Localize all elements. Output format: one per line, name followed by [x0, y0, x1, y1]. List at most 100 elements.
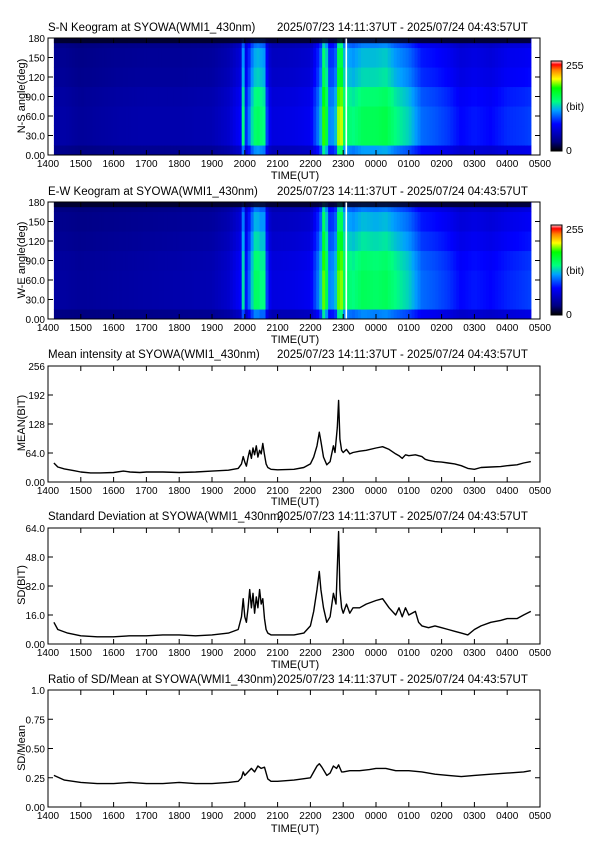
keogram-cell [173, 289, 177, 310]
keogram-cell [244, 270, 249, 291]
keogram-cell [334, 270, 338, 291]
keogram-cell [161, 106, 165, 127]
x-tick-label: 1700 [135, 811, 158, 822]
x-tick-label: 0500 [529, 648, 552, 659]
keogram-cell [244, 145, 249, 156]
keogram-cell [247, 309, 252, 320]
keogram-cell [444, 211, 448, 232]
keogram-cell [68, 47, 73, 68]
keogram-cell [328, 289, 332, 310]
panel-title: S-N Keogram at SYOWA(WMI1_430nm) [48, 22, 255, 34]
keogram-cell [450, 67, 454, 88]
keogram-cell [447, 86, 451, 107]
keogram-cell [149, 231, 153, 252]
keogram-cell [277, 231, 282, 252]
keogram-cell [199, 145, 204, 156]
y-tick-label: 0.00 [26, 478, 46, 489]
keogram-cell [137, 289, 141, 310]
keogram-cell [307, 270, 311, 291]
keogram-cell [146, 289, 150, 310]
keogram-cell [295, 86, 299, 107]
keogram-cell [220, 47, 225, 68]
keogram-cell [462, 211, 466, 232]
keogram-cell [399, 309, 404, 320]
keogram-cell [498, 211, 502, 232]
keogram-cell [471, 106, 475, 127]
keogram-cell [408, 289, 413, 310]
keogram-cell [235, 231, 240, 252]
keogram-cell [283, 211, 287, 232]
keogram-cell [241, 67, 246, 88]
keogram-cell [122, 106, 127, 127]
keogram-cell [59, 231, 64, 252]
series-line [53, 530, 532, 638]
keogram-cell [101, 86, 106, 107]
keogram-cell [208, 270, 213, 291]
keogram-cell [372, 309, 377, 320]
keogram-cell [176, 106, 180, 127]
keogram-cell [146, 309, 150, 320]
keogram-cell [158, 231, 162, 252]
keogram-cell [420, 270, 425, 291]
x-tick-label: 0300 [463, 811, 486, 822]
keogram-cell [518, 106, 523, 127]
keogram-cell [307, 47, 311, 68]
keogram-cell [295, 106, 299, 127]
keogram-cell [74, 67, 79, 88]
keogram-cell [262, 309, 267, 320]
keogram-cell [301, 125, 305, 146]
keogram-cell [241, 86, 246, 107]
keogram-cell [119, 145, 124, 156]
keogram-cell [71, 231, 76, 252]
keogram-cell [229, 67, 234, 88]
keogram-cell [119, 309, 124, 320]
keogram-cell [506, 289, 511, 310]
keogram-cell [503, 270, 508, 291]
keogram-cell [471, 145, 475, 156]
keogram-cell [343, 47, 347, 68]
keogram-cell [80, 145, 85, 156]
keogram-cell [304, 231, 308, 252]
keogram-cell [506, 67, 511, 88]
keogram-cell [351, 231, 356, 252]
keogram-cell [402, 231, 407, 252]
keogram-cell [399, 289, 404, 310]
keogram-cell [137, 231, 141, 252]
keogram-cell [101, 211, 106, 232]
keogram-cell [405, 250, 410, 271]
keogram-cell [420, 106, 425, 127]
keogram-cell [369, 250, 374, 271]
keogram-cell [357, 289, 362, 310]
keogram-cell [360, 309, 365, 320]
keogram-cell [271, 250, 276, 271]
keogram-cell [283, 67, 287, 88]
x-tick-label: 0200 [430, 159, 453, 170]
keogram-cell [113, 211, 118, 232]
keogram-cell [307, 145, 311, 156]
keogram-cell [191, 145, 195, 156]
keogram-cell [265, 289, 270, 310]
keogram-cell [152, 86, 156, 107]
keogram-cell [182, 145, 186, 156]
keogram-cell [506, 47, 511, 68]
keogram-cell [414, 309, 419, 320]
keogram-cell [360, 231, 365, 252]
keogram-cell [62, 309, 67, 320]
keogram-cell [214, 250, 219, 271]
keogram-cell [229, 211, 234, 232]
keogram-cell [450, 289, 454, 310]
keogram-cell [411, 289, 416, 310]
keogram-cell [393, 231, 398, 252]
keogram-cell [465, 231, 469, 252]
keogram-cell [259, 289, 264, 310]
keogram-cell [286, 211, 290, 232]
keogram-cell [98, 211, 103, 232]
keogram-cell [202, 250, 207, 271]
keogram-cell [158, 67, 162, 88]
panel-mean-intensity: Mean intensity at SYOWA(WMI1_430nm) 2025… [16, 349, 552, 508]
keogram-cell [137, 145, 141, 156]
keogram-cell [107, 289, 112, 310]
x-tick-label: 1900 [201, 159, 224, 170]
x-tick-label: 1900 [201, 648, 224, 659]
keogram-cell [86, 106, 91, 127]
